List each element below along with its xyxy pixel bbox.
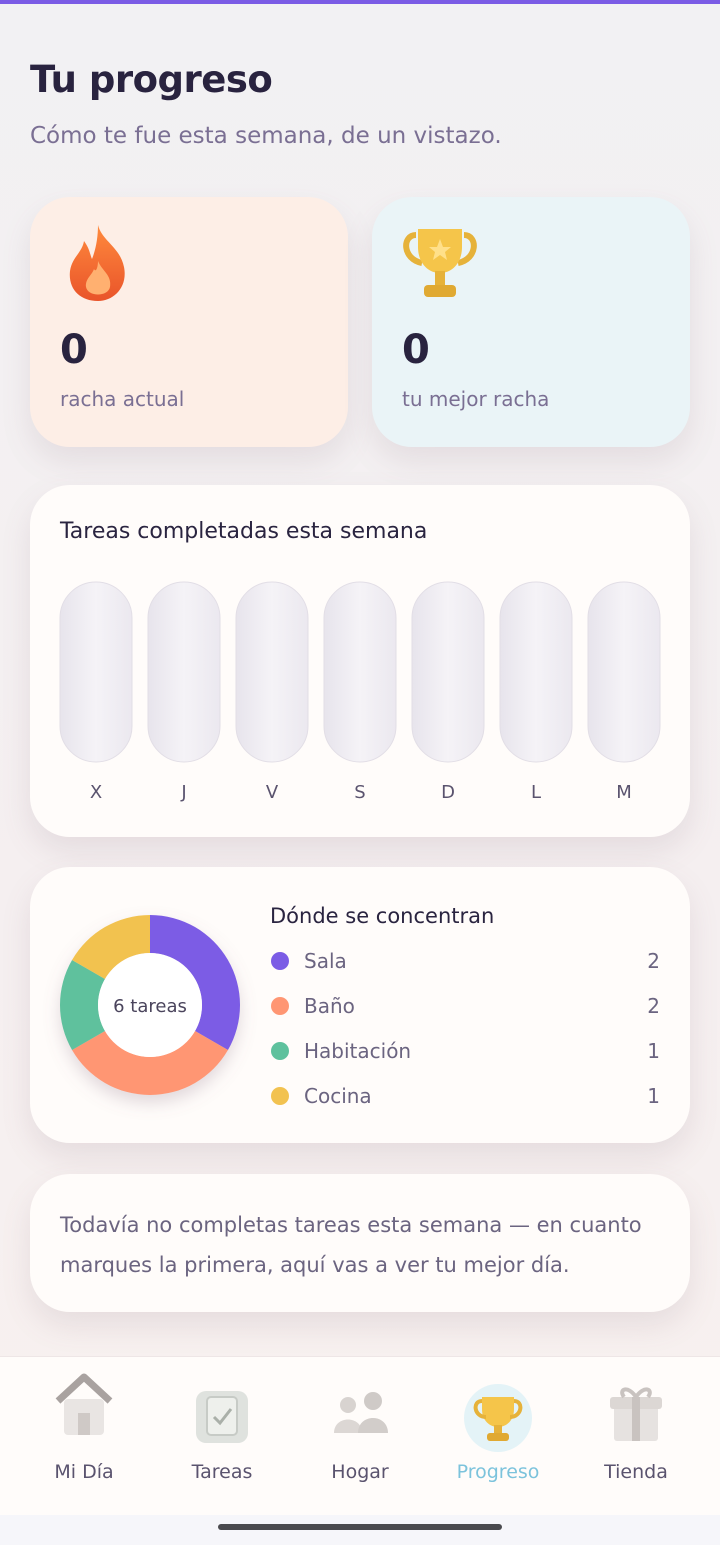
donut-hole	[98, 953, 202, 1057]
message-card	[30, 1174, 690, 1312]
weekly-title: Tareas completadas esta semana	[60, 519, 428, 544]
bar-track	[59, 581, 133, 763]
legend-value: 1	[647, 1084, 660, 1108]
x-tick-label: L	[531, 782, 541, 803]
legend-swatch	[271, 1087, 289, 1105]
legend-label: Cocina	[304, 1084, 372, 1108]
bar-track	[147, 581, 221, 763]
bar-track	[499, 581, 573, 763]
streak-value: 0	[60, 327, 88, 373]
legend-value: 2	[647, 994, 660, 1018]
home-indicator	[218, 1524, 502, 1530]
weekly-card: Tareas completadas esta semana X J V S D L M	[30, 485, 690, 837]
system-bar	[0, 1515, 720, 1545]
bar-track	[411, 581, 485, 763]
fire-icon	[69, 225, 125, 301]
page-subtitle: Cómo te fue esta semana, de un vistazo.	[30, 123, 502, 149]
donut-center-label: 6 tareas	[113, 996, 187, 1017]
nav-icons	[55, 1373, 662, 1452]
page-title: Tu progreso	[30, 58, 273, 101]
streak-card: 0 tu mejor racha	[372, 197, 690, 447]
legend-swatch	[271, 952, 289, 970]
trophy-icon	[403, 229, 477, 297]
nav-item[interactable]: Mi Día	[54, 1461, 114, 1483]
nav-item[interactable]: Tareas	[191, 1461, 253, 1483]
x-tick-label: V	[266, 782, 279, 803]
shop-icon	[610, 1387, 662, 1441]
home-icon	[55, 1373, 113, 1435]
progress-icon	[464, 1384, 532, 1452]
donut-segment	[72, 915, 150, 979]
tasks-icon	[196, 1391, 248, 1443]
bar-track	[235, 581, 309, 763]
streak-label: tu mejor racha	[402, 387, 550, 411]
donut-segment	[59, 960, 105, 1050]
x-tick-label: S	[354, 782, 365, 803]
x-tick-label: D	[441, 782, 455, 803]
streak-card: 0 racha actual	[30, 197, 348, 447]
x-tick-label: X	[90, 782, 102, 803]
nav-item[interactable]: Hogar	[331, 1461, 389, 1483]
distribution-chart: Sala 2 Baño 2 Habitación 1 Cocina 1 6 tareas Dónd…	[59, 904, 660, 1108]
legend-swatch	[271, 1042, 289, 1060]
donut-segment	[72, 1031, 228, 1095]
x-tick-label: J	[180, 782, 186, 803]
legend-label: Habitación	[304, 1039, 411, 1063]
legend-value: 2	[647, 949, 660, 973]
empty-message: Todavía no completas tareas esta semana …	[60, 1213, 642, 1277]
bottom-nav	[0, 1356, 720, 1516]
distribution-title: Dónde se concentran	[270, 904, 494, 928]
nav-item[interactable]: Tienda	[604, 1461, 668, 1483]
donut-segment	[150, 915, 240, 1050]
distribution-card: Sala 2 Baño 2 Habitación 1 Cocina 1 6 tareas Dónd…	[30, 867, 690, 1143]
top-bar	[0, 0, 720, 4]
bar-track	[323, 581, 397, 763]
bar-track	[587, 581, 661, 763]
donut-ring	[59, 915, 240, 1095]
x-tick-label: M	[616, 782, 632, 803]
nav-item[interactable]: Progreso	[456, 1461, 540, 1483]
legend-value: 1	[647, 1039, 660, 1063]
legend-label: Sala	[304, 949, 347, 973]
streak-label: racha actual	[60, 387, 185, 411]
legend-swatch	[271, 997, 289, 1015]
household-icon	[334, 1392, 388, 1433]
legend-label: Baño	[304, 994, 355, 1018]
streak-value: 0	[402, 327, 430, 373]
